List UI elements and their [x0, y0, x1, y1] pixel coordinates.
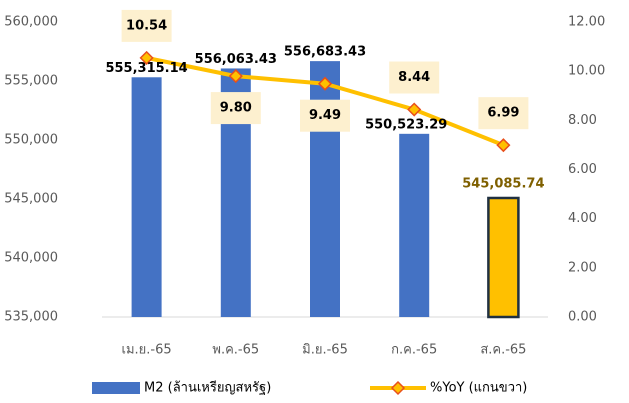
bar	[131, 77, 162, 318]
bar	[487, 196, 520, 319]
marker	[317, 76, 333, 91]
value-label-box	[478, 97, 529, 130]
value-label: 556,063.43	[195, 52, 277, 67]
value-label-box	[300, 99, 350, 132]
y-tick-label: 555,000	[4, 74, 58, 89]
value-label: 545,085.74	[462, 176, 544, 191]
x-tick-label: ส.ค.-65	[480, 343, 526, 358]
y-tick-label: 545,000	[4, 192, 58, 207]
y-tick-label: 540,000	[4, 251, 58, 266]
y2-tick-label: 4.00	[568, 211, 597, 226]
y2-tick-label: 8.00	[568, 113, 597, 128]
value-label: 8.44	[398, 70, 430, 85]
value-label: 10.54	[126, 18, 167, 33]
legend-label: M2 (ล้านเหรียญสหรัฐ)	[144, 380, 271, 396]
y2-tick-label: 2.00	[568, 260, 597, 275]
bar	[310, 61, 340, 317]
y-tick-label: 550,000	[4, 133, 58, 148]
x-tick-label: มิ.ย.-65	[302, 343, 348, 358]
y-tick-label: 535,000	[4, 310, 58, 325]
legend-marker	[390, 380, 406, 396]
value-label: 6.99	[487, 106, 519, 121]
x-tick-label: เม.ย.-65	[122, 343, 172, 358]
legend-label: %YoY (แกนขวา)	[430, 381, 527, 396]
value-label: 9.80	[220, 101, 252, 116]
legend-swatch	[92, 382, 140, 394]
value-label-box	[389, 61, 440, 94]
value-label: 556,683.43	[284, 45, 366, 60]
marker	[228, 69, 243, 84]
x-tick-label: ก.ค.-65	[391, 343, 437, 358]
y2-tick-label: 12.00	[568, 15, 605, 30]
y2-tick-label: 10.00	[568, 64, 605, 79]
y2-tick-label: 6.00	[568, 162, 597, 177]
value-label: 555,315.14	[105, 61, 187, 76]
bar	[399, 133, 430, 317]
y2-tick-label: 0.00	[568, 310, 597, 325]
value-label: 9.49	[309, 108, 341, 123]
marker	[496, 138, 511, 153]
marker	[139, 50, 154, 65]
x-tick-label: พ.ค.-65	[212, 343, 259, 358]
marker	[407, 102, 422, 117]
y-tick-label: 560,000	[4, 15, 58, 30]
value-label-box	[210, 92, 261, 125]
value-label: 550,523.29	[365, 117, 447, 132]
value-label-box	[121, 9, 172, 42]
